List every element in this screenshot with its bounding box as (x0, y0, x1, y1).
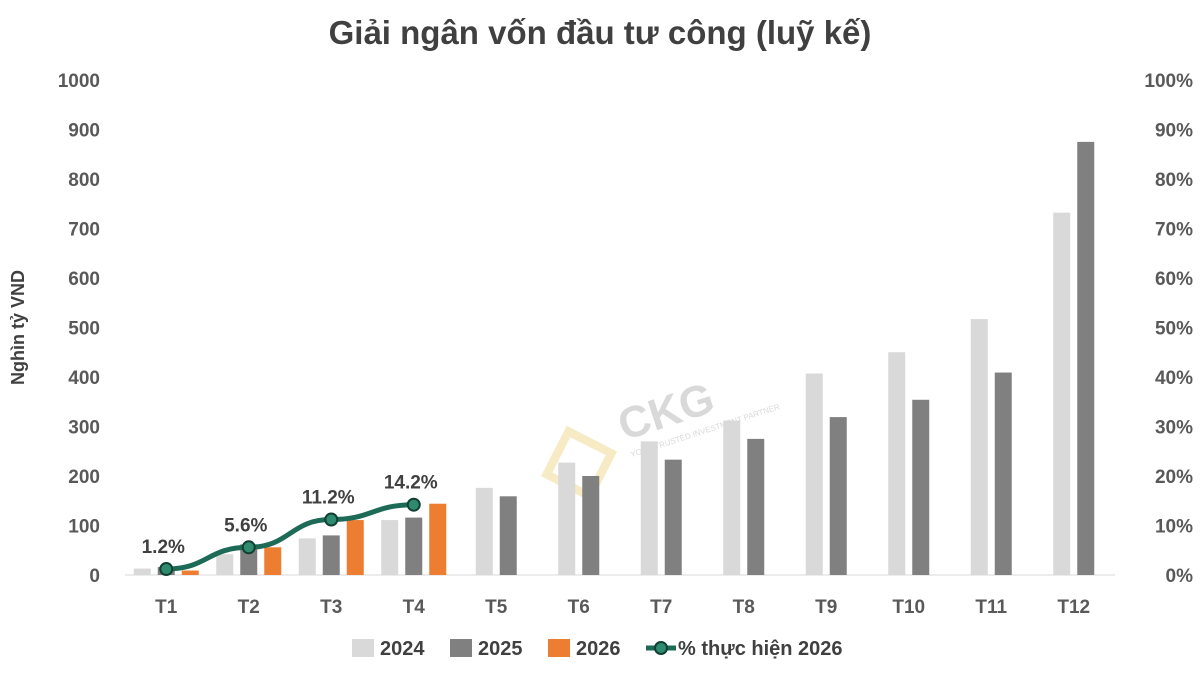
y2-tick-label: 20% (1155, 467, 1193, 488)
line-point (241, 540, 256, 555)
line-point (406, 497, 421, 512)
legend-label: 2024 (380, 638, 425, 660)
y-tick-label: 100 (68, 517, 100, 538)
line-point (159, 562, 174, 577)
bar-2025-T6 (582, 476, 600, 575)
bar-2025-T10 (912, 399, 930, 575)
legend-swatch-2024 (352, 639, 374, 657)
y2-tick-label: 40% (1155, 368, 1193, 389)
y2-tick-label: 80% (1155, 170, 1193, 191)
legend-line-marker (654, 641, 668, 655)
watermark-logo-icon (540, 425, 618, 502)
bar-2024-T7 (640, 441, 658, 575)
y2-tick-label: 90% (1155, 121, 1193, 142)
bar-2024-T5 (475, 487, 493, 575)
y-tick-label: 900 (68, 121, 100, 142)
bar-2024-T8 (723, 420, 741, 575)
bar-2024-T12 (1053, 212, 1071, 575)
bar-2024-T3 (298, 538, 316, 575)
y-tick-label: 800 (68, 170, 100, 191)
bar-2025-T11 (994, 372, 1012, 575)
bar-2024-T4 (381, 520, 399, 575)
x-tick-label: T6 (568, 597, 590, 618)
bar-2026-T2 (264, 547, 282, 575)
bar-2026-T3 (346, 520, 364, 575)
bar-2026-T1 (181, 570, 199, 575)
x-tick-label: T12 (1057, 597, 1090, 618)
bar-2024-T1 (133, 568, 151, 575)
legend-swatch-2025 (450, 639, 472, 657)
x-tick-label: T10 (892, 597, 925, 618)
bar-2024-T6 (558, 462, 576, 575)
y-tick-label: 300 (68, 418, 100, 439)
legend-label: 2025 (478, 638, 523, 660)
bar-2025-T7 (664, 459, 682, 575)
bar-2025-T3 (322, 535, 340, 575)
x-tick-label: T5 (485, 597, 508, 618)
y2-tick-label: 70% (1155, 220, 1193, 241)
legend-label: 2026 (576, 638, 621, 660)
y2-tick-label: 30% (1155, 418, 1193, 439)
x-tick-label: T7 (650, 597, 672, 618)
data-label: 14.2% (384, 473, 438, 494)
data-label: 1.2% (142, 537, 185, 558)
y2-tick-label: 50% (1155, 319, 1193, 340)
bar-2025-T8 (747, 438, 765, 575)
y-tick-label: 200 (68, 467, 100, 488)
x-tick-label: T4 (403, 597, 426, 618)
bar-2024-T11 (970, 319, 988, 575)
y-tick-label: 600 (68, 269, 100, 290)
y2-tick-label: 0% (1166, 566, 1194, 587)
data-label: 5.6% (224, 515, 267, 536)
chart-title: Giải ngân vốn đầu tư công (luỹ kế) (328, 14, 872, 51)
bar-2024-T9 (805, 373, 823, 575)
bar-2024-T2 (216, 554, 234, 575)
x-tick-label: T11 (975, 597, 1007, 618)
y-axis-label: Nghìn tỷ VND (8, 270, 28, 385)
y-tick-label: 1000 (58, 71, 100, 92)
y-tick-label: 700 (68, 220, 100, 241)
legend-label: % thực hiện 2026 (678, 638, 843, 660)
x-tick-label: T1 (155, 597, 178, 618)
x-tick-label: T8 (733, 597, 755, 618)
y2-tick-label: 60% (1155, 269, 1193, 290)
bar-2025-T12 (1077, 141, 1095, 575)
bar-2025-T9 (829, 417, 847, 575)
bar-2024-T10 (888, 352, 906, 575)
x-tick-label: T2 (238, 597, 260, 618)
y-tick-label: 400 (68, 368, 100, 389)
x-tick-label: T9 (815, 597, 837, 618)
bar-2026-T4 (429, 503, 447, 575)
legend-swatch-2026 (548, 639, 570, 657)
y-tick-label: 500 (68, 319, 100, 340)
y2-tick-label: 100% (1144, 71, 1193, 92)
bar-2025-T5 (499, 496, 517, 575)
y2-tick-label: 10% (1155, 517, 1193, 538)
y-tick-label: 0 (89, 566, 100, 587)
line-point (324, 512, 339, 527)
data-label: 11.2% (302, 488, 355, 509)
x-tick-label: T3 (320, 597, 342, 618)
line-series-pct-2026 (163, 502, 417, 572)
bar-2025-T4 (405, 517, 423, 575)
